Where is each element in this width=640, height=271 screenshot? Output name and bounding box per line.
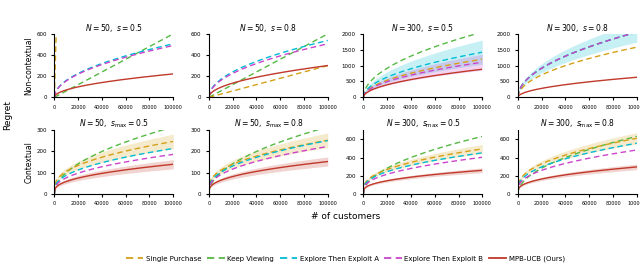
Title: $N = 50,\ s_{\mathrm{max}} = 0.5$: $N = 50,\ s_{\mathrm{max}} = 0.5$ xyxy=(79,118,148,130)
Y-axis label: Contextual: Contextual xyxy=(24,141,33,183)
Legend: Single Purchase, Keep Viewing, Explore Then Exploit A, Explore Then Exploit B, M: Single Purchase, Keep Viewing, Explore T… xyxy=(123,253,568,265)
Title: $N = 300,\ s = 0.5$: $N = 300,\ s = 0.5$ xyxy=(392,22,454,34)
Title: $N = 300,\ s_{\mathrm{max}} = 0.5$: $N = 300,\ s_{\mathrm{max}} = 0.5$ xyxy=(385,118,460,130)
Y-axis label: Non-contextual: Non-contextual xyxy=(24,36,33,95)
Title: $N = 50,\ s_{\mathrm{max}} = 0.8$: $N = 50,\ s_{\mathrm{max}} = 0.8$ xyxy=(234,118,303,130)
Title: $N = 300,\ s = 0.8$: $N = 300,\ s = 0.8$ xyxy=(546,22,609,34)
Title: $N = 50,\ s = 0.5$: $N = 50,\ s = 0.5$ xyxy=(85,22,143,34)
Text: # of customers: # of customers xyxy=(311,212,380,221)
Title: $N = 50,\ s = 0.8$: $N = 50,\ s = 0.8$ xyxy=(239,22,297,34)
Text: Regret: Regret xyxy=(3,100,12,130)
Title: $N = 300,\ s_{\mathrm{max}} = 0.8$: $N = 300,\ s_{\mathrm{max}} = 0.8$ xyxy=(540,118,614,130)
